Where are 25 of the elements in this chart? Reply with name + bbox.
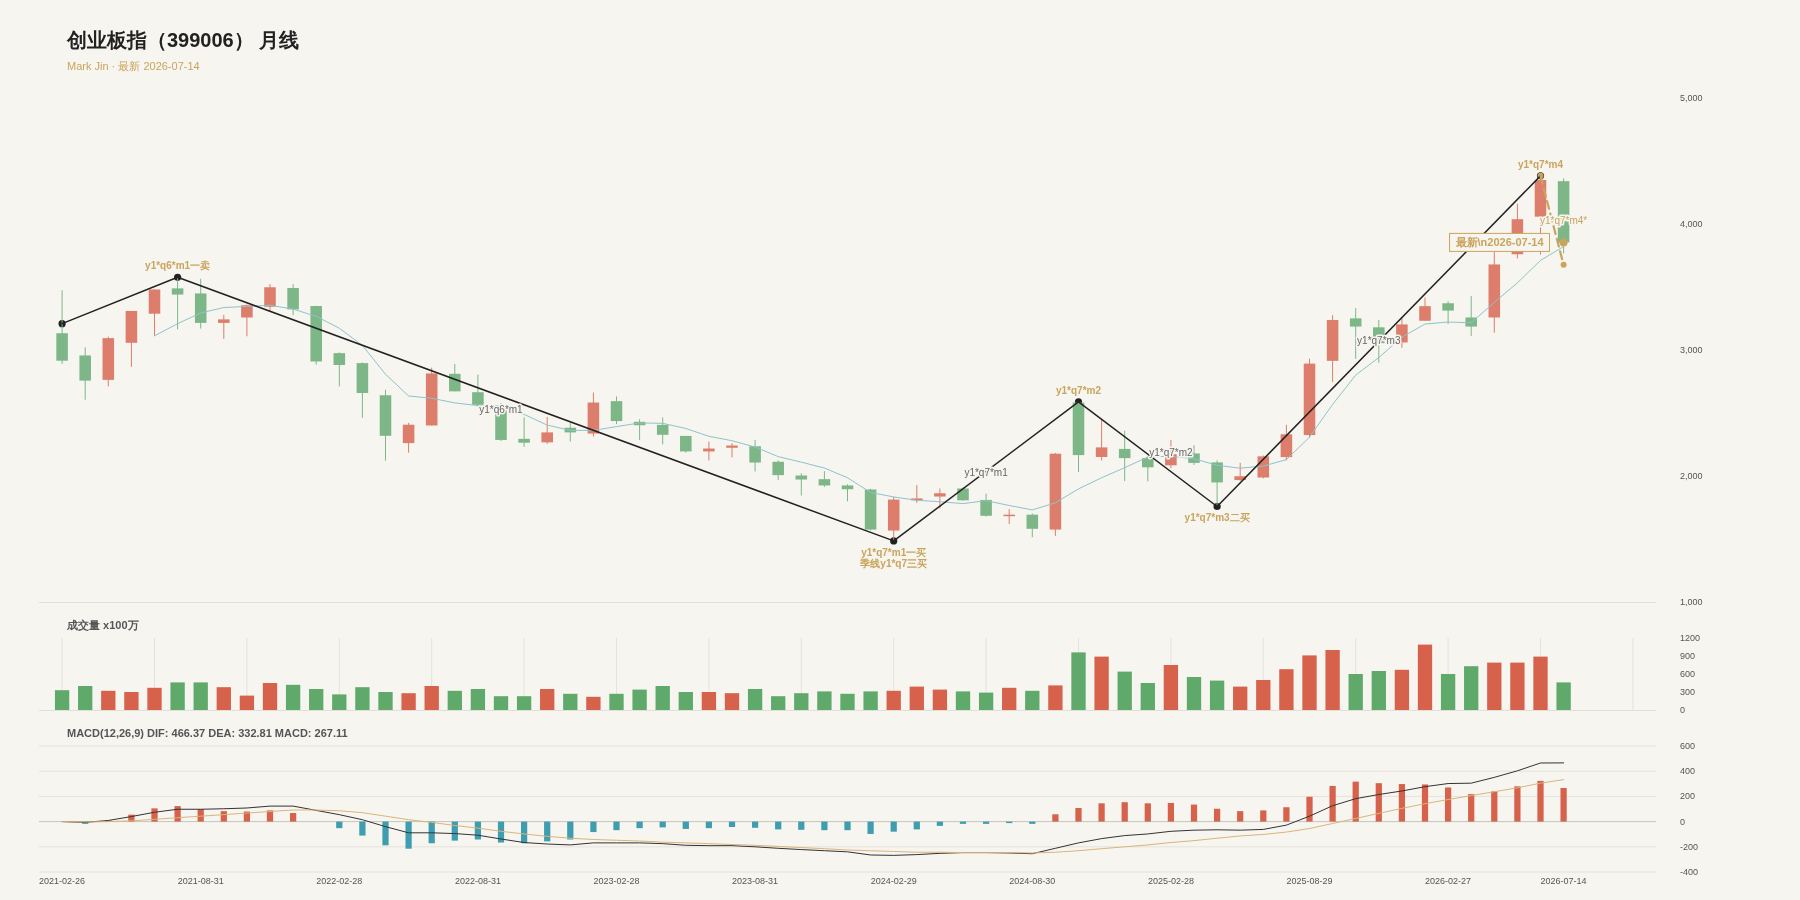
x-tick-label: 2024-08-30 <box>1009 876 1056 886</box>
x-tick-label: 2026-02-27 <box>1425 876 1472 886</box>
x-tick-label: 2025-08-29 <box>1286 876 1333 886</box>
y-tick-label: 300 <box>1680 687 1696 697</box>
x-tick-label: 2021-02-26 <box>39 876 86 886</box>
x-tick-label: 2023-02-28 <box>593 876 640 886</box>
x-tick-label: 2026-07-14 <box>1540 876 1587 886</box>
y-tick-label: 600 <box>1680 669 1696 679</box>
y-tick-label: 600 <box>1680 741 1696 751</box>
x-tick-label: 2024-02-29 <box>870 876 917 886</box>
y-tick-label: 400 <box>1680 766 1696 777</box>
x-tick-label: 2025-02-28 <box>1147 876 1194 886</box>
x-tick-label: 2021-08-31 <box>177 876 224 886</box>
chart-title: MACD(12,26,9) DIF: 466.37 DEA: 332.81 MACD: 267.11 <box>67 727 348 739</box>
chart-title: 成交量 x100万 <box>66 619 139 631</box>
y-tick-label: 0 <box>1680 705 1686 715</box>
x-tick-label: 2022-08-31 <box>454 876 501 886</box>
x-tick-label: 2022-02-28 <box>316 876 363 886</box>
y-tick-label: 900 <box>1680 651 1696 661</box>
y-tick-label: 1200 <box>1680 633 1701 643</box>
y-tick-label: -400 <box>1680 867 1699 877</box>
x-tick-label: 2023-08-31 <box>732 876 779 886</box>
y-tick-label: -200 <box>1680 841 1699 852</box>
y-tick-label: 0 <box>1680 816 1686 827</box>
y-tick-label: 200 <box>1680 791 1696 802</box>
